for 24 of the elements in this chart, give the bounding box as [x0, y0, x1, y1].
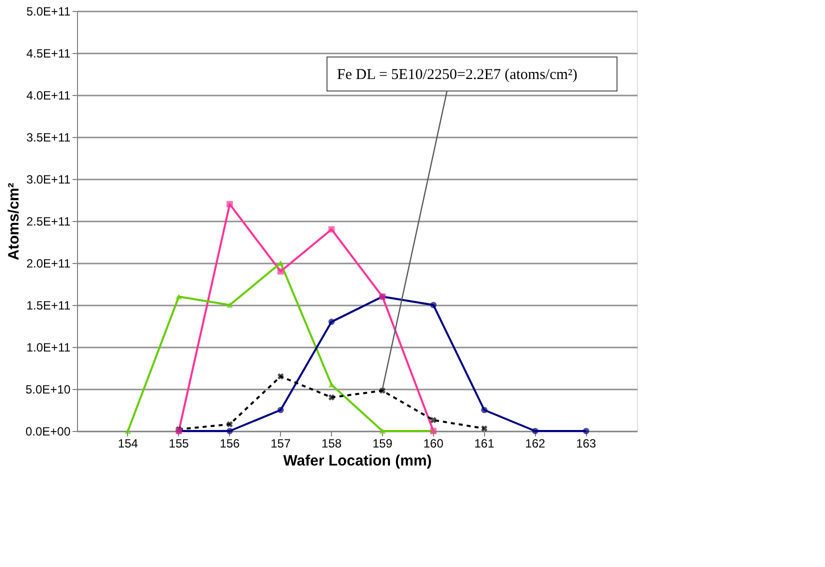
y-axis-title: Atoms/cm² [5, 182, 22, 260]
x-tick-label: 160 [423, 436, 444, 450]
y-tick-label: 3.0E+11 [26, 172, 71, 186]
y-tick-label: 1.5E+11 [26, 298, 71, 312]
x-tick-label: 163 [576, 436, 596, 450]
y-tick-label: 2.5E+11 [26, 214, 71, 228]
x-tick-label: 162 [525, 436, 546, 450]
x-axis-title: Wafer Location (mm) [283, 452, 432, 470]
x-tick-label: 155 [168, 436, 190, 450]
y-tick-label: 2.0E+11 [26, 256, 71, 270]
y-tick-label: 5.0E+10 [25, 382, 71, 396]
x-tick-label: 154 [118, 436, 138, 450]
annotation: Fe DL = 5E10/2250=2.2E7 (atoms/cm²) [337, 67, 578, 83]
y-tick-label: 5.0E+11 [26, 4, 71, 18]
y-tick-label: 4.5E+11 [26, 46, 71, 60]
x-tick-label: 158 [322, 436, 342, 450]
y-tick-label: 1.0E+11 [26, 340, 71, 354]
y-tick-label: 4.0E+11 [26, 88, 71, 102]
x-tick-label: 156 [220, 436, 240, 450]
x-tick-label: 157 [270, 436, 291, 450]
y-tick-label: 3.5E+11 [26, 130, 71, 144]
x-tick-label: 161 [474, 436, 495, 450]
y-tick-label: 0.0E+00 [25, 424, 71, 438]
x-tick-label: 159 [372, 436, 393, 450]
